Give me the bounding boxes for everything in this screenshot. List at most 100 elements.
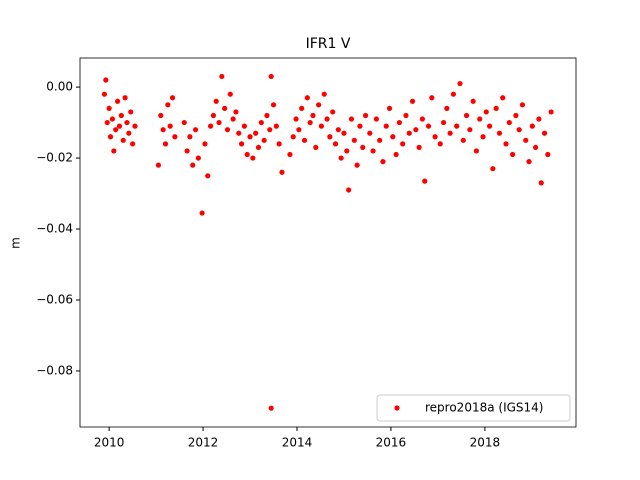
y-tick-label: −0.06: [36, 292, 73, 306]
point: [503, 141, 509, 147]
chart-title: IFR1 V: [306, 36, 351, 52]
point: [270, 102, 277, 108]
point: [360, 144, 366, 151]
point: [279, 169, 285, 175]
point: [406, 130, 412, 136]
point: [409, 98, 416, 104]
point: [103, 77, 109, 83]
point: [437, 141, 443, 147]
point: [513, 112, 519, 119]
point: [529, 123, 535, 129]
point: [213, 98, 219, 104]
point: [330, 109, 336, 115]
point: [473, 148, 480, 154]
point: [273, 123, 279, 129]
point: [255, 144, 262, 151]
point: [393, 151, 399, 158]
point: [264, 112, 270, 119]
point: [187, 134, 193, 140]
point: [380, 159, 386, 165]
x-tick-label: 2018: [470, 436, 501, 450]
point: [210, 112, 216, 119]
point: [450, 91, 457, 97]
point: [276, 141, 282, 147]
point: [165, 102, 171, 108]
point: [425, 123, 432, 129]
point: [247, 134, 253, 140]
point: [181, 119, 187, 126]
point: [287, 151, 293, 158]
point: [299, 105, 305, 111]
y-tick-label: −0.04: [36, 222, 73, 236]
point: [496, 130, 503, 136]
point: [160, 127, 166, 133]
point: [367, 130, 373, 136]
x-tick-label: 2014: [282, 436, 313, 450]
x-tick-label: 2016: [376, 436, 407, 450]
point: [341, 130, 347, 136]
point: [184, 148, 190, 154]
point: [195, 155, 201, 161]
point: [416, 144, 422, 151]
x-tick-label: 2012: [188, 436, 219, 450]
point: [386, 105, 393, 111]
point: [310, 112, 316, 119]
point: [122, 95, 128, 101]
point: [111, 148, 117, 154]
legend-label: repro2018a (IGS14): [425, 401, 543, 415]
point: [526, 159, 532, 165]
point: [116, 123, 123, 129]
point: [216, 119, 222, 126]
point: [120, 137, 126, 143]
point: [377, 137, 383, 143]
point: [396, 119, 402, 126]
point: [296, 127, 302, 133]
point: [335, 127, 341, 133]
point: [301, 137, 308, 143]
point: [454, 123, 460, 129]
point: [224, 127, 231, 133]
point: [536, 116, 542, 122]
point: [104, 119, 110, 126]
point: [480, 134, 486, 140]
y-axis-label: m: [9, 237, 23, 249]
point: [162, 141, 169, 147]
point: [158, 112, 164, 119]
point: [538, 180, 544, 186]
point: [236, 130, 242, 136]
point: [327, 134, 333, 140]
point: [321, 91, 327, 97]
y-tick-label: −0.02: [36, 151, 73, 165]
point: [290, 134, 296, 140]
point: [506, 119, 512, 126]
point: [422, 178, 428, 184]
point: [403, 112, 409, 119]
point: [258, 119, 264, 126]
point: [509, 151, 516, 158]
point: [219, 73, 225, 80]
point: [545, 151, 551, 158]
point: [519, 102, 526, 108]
point: [318, 123, 325, 129]
point: [155, 162, 162, 168]
point: [444, 105, 450, 111]
point: [432, 134, 438, 140]
point: [307, 119, 313, 126]
point: [357, 123, 363, 129]
point: [192, 127, 199, 133]
point: [169, 95, 176, 101]
point: [541, 130, 548, 136]
point: [172, 134, 178, 140]
point: [241, 123, 247, 129]
point: [486, 123, 493, 129]
point: [124, 119, 130, 126]
point: [250, 155, 256, 161]
point: [268, 73, 274, 80]
point: [500, 95, 506, 101]
point: [460, 137, 466, 143]
plot-frame: [79, 57, 577, 428]
point: [490, 166, 496, 172]
point: [447, 130, 453, 136]
point: [324, 116, 330, 122]
